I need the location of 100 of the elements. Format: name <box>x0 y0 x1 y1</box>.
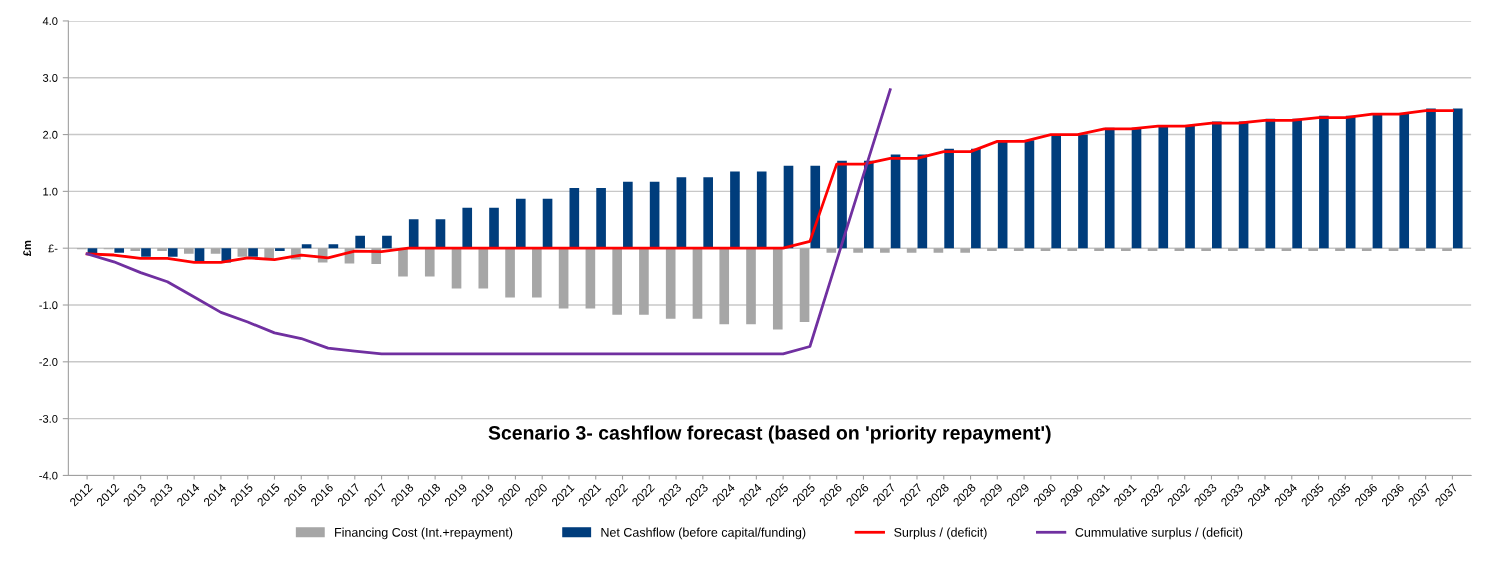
bar <box>987 248 997 252</box>
bar <box>917 154 928 249</box>
bar <box>799 248 810 323</box>
bar <box>505 248 515 298</box>
bar <box>1361 248 1372 252</box>
bar <box>772 248 783 330</box>
y-tick-label: 4.0 <box>42 17 58 26</box>
bar <box>328 244 339 249</box>
bar <box>1067 248 1078 252</box>
bar <box>944 148 954 249</box>
bar <box>890 154 901 249</box>
bar <box>1078 134 1088 249</box>
y-axis-title: £m <box>23 240 31 257</box>
bar <box>1335 248 1345 252</box>
bar <box>880 248 890 253</box>
bar <box>1120 248 1131 252</box>
bar <box>1104 127 1115 249</box>
bar <box>585 248 596 309</box>
bar <box>746 248 756 325</box>
bar <box>960 248 970 253</box>
bar <box>264 248 274 259</box>
bar <box>665 248 676 319</box>
bar <box>783 165 794 249</box>
bar <box>1040 248 1051 252</box>
text: Scenario 3- cashflow forecast (based on 'priority repayment') <box>488 425 1051 444</box>
bar <box>382 235 392 249</box>
bar <box>1399 112 1410 249</box>
bar <box>424 248 435 277</box>
bar <box>1238 121 1249 249</box>
bar <box>997 140 1008 249</box>
bar <box>971 148 981 249</box>
y-tick-label: -3.0 <box>39 414 58 423</box>
bar <box>1228 248 1238 252</box>
legend-label: Financing Cost (Int.+repayment) <box>335 527 513 540</box>
bar <box>408 219 419 249</box>
legend-label: Net Cashflow (before capital/funding) <box>601 527 806 540</box>
bar <box>435 219 446 249</box>
bar <box>863 160 874 249</box>
bar <box>489 207 499 249</box>
bar <box>237 248 248 257</box>
y-tick-label: 1.0 <box>43 187 58 196</box>
bar <box>569 187 580 249</box>
bar <box>1345 115 1356 249</box>
bar <box>1201 248 1211 252</box>
bar <box>933 248 944 253</box>
bar <box>1051 134 1062 249</box>
bar <box>1174 248 1185 252</box>
bar <box>1013 248 1024 252</box>
bar <box>649 181 660 249</box>
bar <box>275 248 285 252</box>
bar <box>1292 118 1302 249</box>
bar <box>730 171 740 249</box>
bar <box>1452 108 1463 249</box>
bar <box>558 248 569 309</box>
bar <box>1147 248 1158 252</box>
bar <box>130 248 141 252</box>
bar <box>1426 108 1436 249</box>
bar <box>462 207 473 249</box>
bar <box>141 248 151 257</box>
bar <box>623 181 633 249</box>
bar <box>210 248 221 254</box>
bar <box>1131 127 1142 249</box>
y-tick-label: £- <box>48 244 58 253</box>
y-tick-label: 2.0 <box>43 130 58 139</box>
bar <box>1415 248 1426 252</box>
bar <box>1442 248 1452 252</box>
bar <box>184 248 194 254</box>
bar <box>532 248 542 298</box>
bar <box>756 171 767 249</box>
bar <box>837 160 847 249</box>
bar <box>355 235 365 249</box>
bar <box>906 248 917 253</box>
line-series <box>85 109 1454 264</box>
bar <box>703 177 713 249</box>
bar <box>1308 248 1319 252</box>
bar <box>157 248 167 252</box>
bar <box>1254 248 1265 252</box>
bar <box>1024 140 1035 249</box>
bar <box>398 248 408 277</box>
legend-label: Surplus / (deficit) <box>894 527 987 540</box>
bar <box>692 248 703 319</box>
bar <box>451 248 462 289</box>
legend-label: Cummulative surplus / (deficit) <box>1075 527 1243 540</box>
y-tick-label: -4.0 <box>39 471 58 480</box>
bar <box>1094 248 1104 252</box>
bar <box>826 248 837 253</box>
bar <box>301 244 312 249</box>
bar <box>1388 248 1399 252</box>
bar <box>542 198 553 249</box>
bar <box>1158 124 1169 249</box>
bar <box>1212 121 1222 249</box>
y-tick-label: 3.0 <box>42 74 58 82</box>
bar <box>676 177 687 249</box>
bar <box>478 248 489 289</box>
y-tick-label: -1.0 <box>39 301 58 310</box>
bar <box>167 248 178 257</box>
bar <box>639 248 649 315</box>
bar <box>515 198 526 249</box>
bar <box>1281 248 1292 252</box>
bar <box>612 248 622 315</box>
